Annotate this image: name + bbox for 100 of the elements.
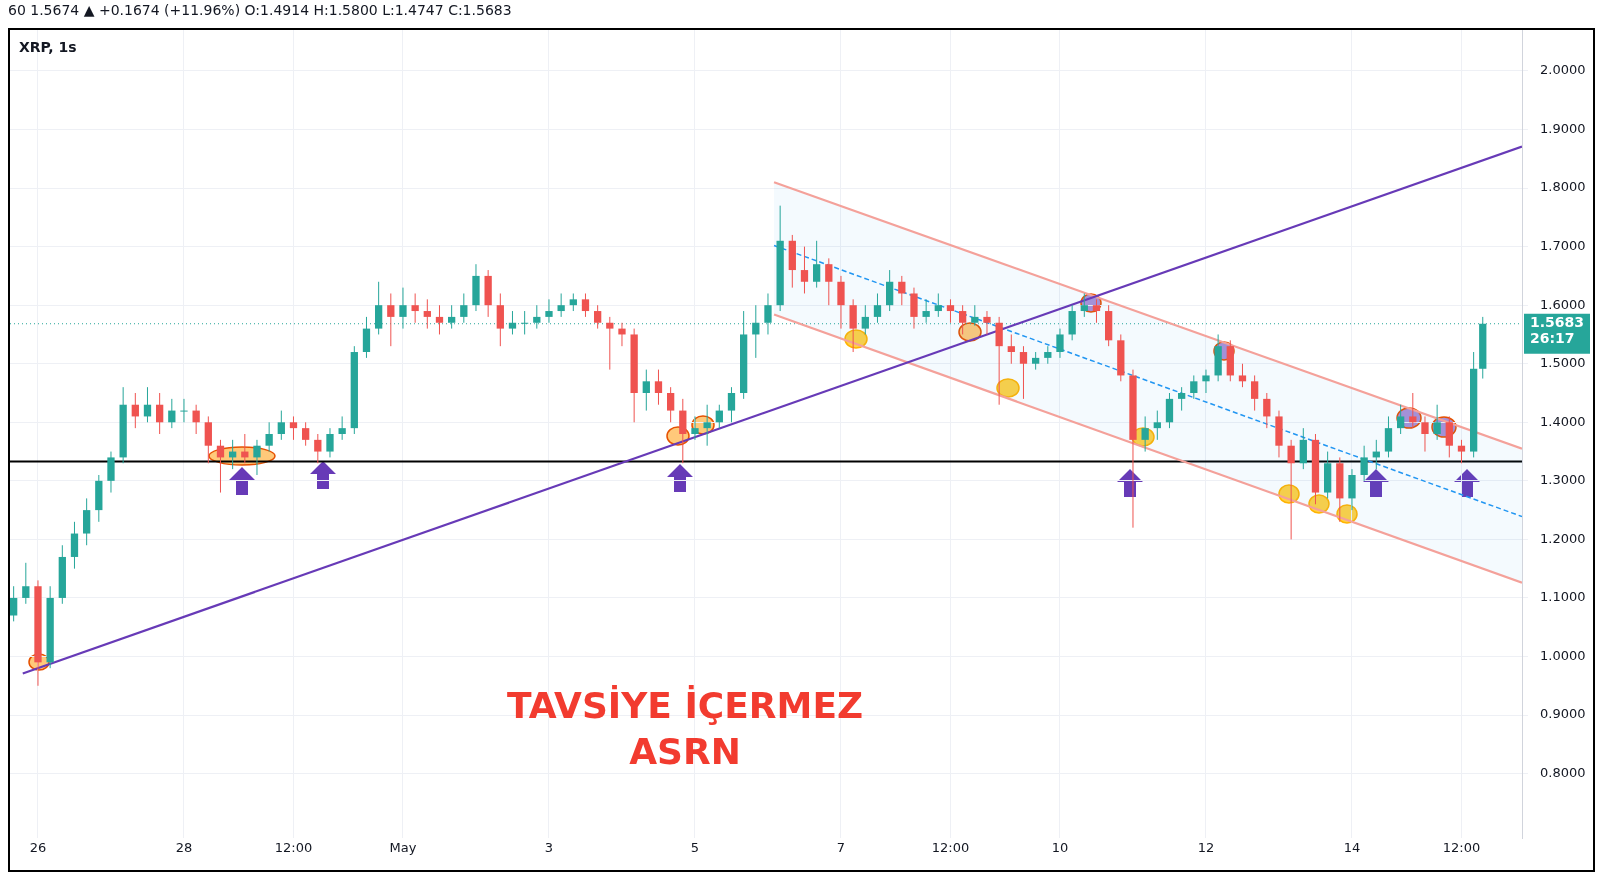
candlestick [995,316,1003,406]
candlestick [1153,410,1161,441]
x-tick-label: 12:00 [1442,840,1481,856]
x-tick-label: 28 [175,840,193,856]
candlestick [800,246,809,294]
y-tick-label: 1.0000 [1540,647,1586,663]
candlestick [1263,392,1271,429]
candlestick [703,404,711,447]
candlestick [545,298,553,324]
x-tick-label: 5 [690,840,700,856]
candlestick [1019,345,1028,400]
candlestick [557,292,565,318]
x-tick-label: 10 [1051,840,1069,856]
candlestick [1348,468,1356,511]
candlestick [1056,328,1064,359]
candlestick [362,316,371,359]
candlestick [691,415,699,441]
candlestick [618,322,626,347]
annotation: TAVSİYE İÇERMEZ [506,685,864,726]
candlestick [326,427,334,458]
y-tick-label: 0.9000 [1540,706,1586,722]
y-tick-label: 1.4000 [1540,413,1586,429]
candlestick [1238,363,1247,388]
candlestick [679,398,687,464]
candlestick [1409,392,1417,429]
candlestick [1457,439,1466,464]
y-tick-label: 1.8000 [1540,179,1586,195]
candlestick [168,398,176,429]
y-tick-label: 1.7000 [1540,238,1586,254]
candlestick [387,292,395,347]
x-tick-label: 12:00 [931,840,970,856]
candlestick [107,451,115,494]
candlestick [10,585,18,622]
candlestick [727,386,736,423]
candlestick [1445,415,1453,458]
candlestick [1202,369,1210,394]
candlestick [1384,415,1393,458]
candlestick [423,298,431,330]
candlestick [1299,427,1307,470]
candlestick [460,292,468,324]
candlestick [192,404,200,435]
x-tick-label: 3 [544,840,554,856]
candlestick [654,369,663,406]
candlestick [825,257,833,306]
candlestick [1287,439,1295,540]
candlestick [1396,404,1405,435]
candlestick [22,562,30,605]
candlestick [898,275,906,306]
candlestick [314,433,322,464]
candlestick [1080,292,1088,318]
candlestick [1360,445,1368,482]
candlestick [958,304,967,335]
candlestick [837,275,845,330]
candlestick [143,386,152,423]
candlestick [934,292,942,318]
candlestick [496,292,504,347]
x-tick-label: 14 [1343,840,1361,856]
candlestick [1250,374,1259,412]
y-tick-label: 2.0000 [1540,62,1586,78]
candlestick [265,421,273,453]
x-tick-label: 26 [29,840,47,856]
y-tick-label: 1.5000 [1540,355,1586,371]
candlestick [715,404,723,429]
candlestick [204,415,212,464]
candlestick [302,421,310,447]
y-tick-label: 1.1000 [1540,589,1586,605]
candlestick [983,310,991,335]
candlestick [910,287,918,330]
candlestick [581,292,590,318]
candlestick [1433,404,1441,441]
annotation: ASRN [629,731,741,772]
candlestick [289,415,298,441]
candlestick [253,439,261,476]
candlestick [1165,392,1174,429]
candlestick [946,298,955,324]
candlestick [667,386,675,423]
candlestick [70,521,79,570]
candlestick [594,304,602,330]
text: XRP, 1s [19,39,77,55]
candlestick [885,269,894,312]
y-tick-label: 1.2000 [1540,530,1586,546]
candlestick [1007,333,1015,365]
candlestick [971,304,979,327]
candlestick [606,316,614,371]
x-tick-label: 12:00 [274,840,313,856]
candlestick [508,310,517,335]
candlestick [849,298,857,353]
candlestick [873,292,882,324]
candlestick [216,439,225,494]
candlestick [399,287,407,330]
y-tick-label: 1.9000 [1540,120,1586,136]
chart-subtitle: 60 1.5674 ▲ +0.1674 (+11.96%) O:1.4914 H:1.5800 L:1.4747 C:1.5683 [8,2,512,18]
candlestick [411,292,419,324]
candlestick [521,310,529,335]
candlestick [435,304,444,335]
x-tick-label: 12 [1197,840,1215,856]
candlestick [1141,415,1149,453]
candlestick [812,240,821,289]
ref-line-label: 1.5683 [1530,314,1585,331]
candlestick [338,415,346,441]
